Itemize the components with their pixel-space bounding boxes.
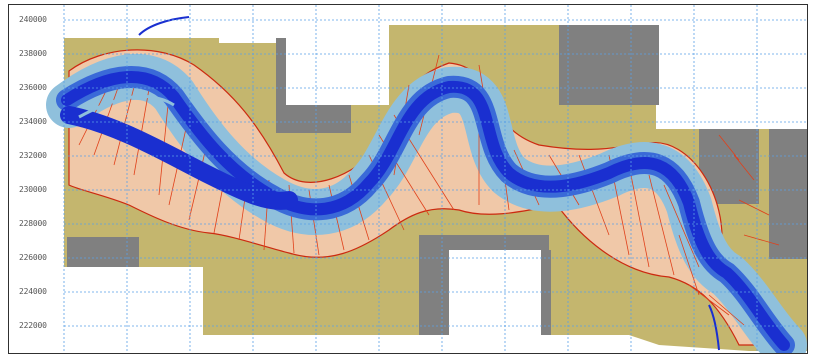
y-axis-label: 234000 bbox=[19, 117, 47, 126]
y-axis-label: 232000 bbox=[19, 151, 47, 160]
empty-layer bbox=[64, 25, 807, 353]
y-axis-label: 224000 bbox=[19, 287, 47, 296]
main-channel bbox=[56, 16, 795, 353]
no-data-block bbox=[419, 235, 549, 250]
y-axis-label: 238000 bbox=[19, 49, 47, 58]
no-data-block bbox=[419, 250, 449, 335]
river-map[interactable] bbox=[9, 5, 808, 354]
y-axis-label: 240000 bbox=[19, 15, 47, 24]
no-data-block bbox=[276, 38, 286, 133]
no-data-block bbox=[541, 250, 551, 335]
grid-lines bbox=[63, 5, 807, 353]
map-frame[interactable]: 240000 238000 236000 234000 232000 230000 2280… bbox=[8, 4, 808, 354]
y-axis-label: 228000 bbox=[19, 219, 47, 228]
no-data-block bbox=[276, 105, 351, 133]
y-axis-label: 226000 bbox=[19, 253, 47, 262]
no-data-block bbox=[559, 25, 659, 105]
y-axis-label: 230000 bbox=[19, 185, 47, 194]
y-axis-label: 236000 bbox=[19, 83, 47, 92]
y-axis-label: 222000 bbox=[19, 321, 47, 330]
no-data-block bbox=[769, 129, 807, 259]
no-data-block bbox=[67, 237, 139, 267]
no-data-layer bbox=[67, 25, 807, 335]
